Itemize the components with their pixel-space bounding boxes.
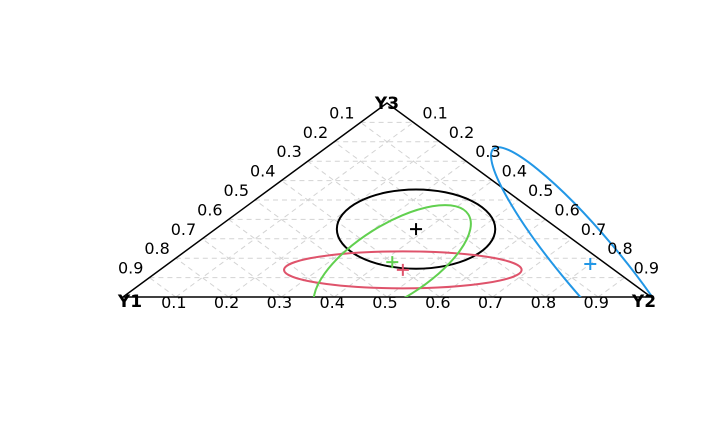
right-tick-label: 0.4 (502, 162, 527, 181)
grid-line (175, 257, 229, 298)
left-tick-label: 0.7 (171, 220, 196, 239)
grid-line (175, 121, 414, 298)
vertex-label-y1: Y1 (117, 292, 142, 312)
bottom-tick-label: 0.6 (425, 293, 450, 312)
bottom-tick-label: 0.2 (214, 293, 239, 312)
tick-labels: 0.10.90.10.20.80.20.30.70.30.40.60.40.50… (117, 94, 659, 312)
left-tick-label: 0.9 (118, 259, 143, 278)
bottom-tick-label: 0.4 (319, 293, 344, 312)
right-tick-label: 0.8 (607, 239, 632, 258)
grid-lines (149, 121, 625, 298)
right-tick-label: 0.5 (528, 181, 553, 200)
triangle-outline (120, 102, 654, 298)
grid-line (228, 218, 335, 298)
left-tick-label: 0.4 (250, 162, 275, 181)
grid-line (201, 238, 282, 298)
center-marker-4 (584, 258, 597, 271)
grid-line (149, 277, 177, 298)
grid-line (254, 199, 388, 298)
confidence-ellipse-3 (312, 204, 472, 297)
grid-line (492, 238, 573, 298)
grid-line (228, 141, 441, 298)
right-tick-label: 0.7 (581, 220, 606, 239)
left-tick-label: 0.1 (329, 103, 354, 122)
bottom-tick-label: 0.9 (583, 293, 608, 312)
grid-line (333, 141, 546, 298)
triangle-axes (120, 102, 654, 298)
series-layer (283, 146, 691, 297)
left-tick-label: 0.5 (224, 181, 249, 200)
vertex-label-y3: Y3 (374, 94, 399, 114)
bottom-tick-label: 0.1 (161, 293, 186, 312)
center-marker-3 (386, 256, 399, 269)
left-tick-label: 0.8 (144, 239, 169, 258)
grid-line (281, 180, 441, 298)
bottom-tick-label: 0.7 (478, 293, 503, 312)
grid-line (281, 160, 467, 298)
confidence-ellipse-4 (490, 146, 691, 297)
vertex-label-y2: Y2 (631, 292, 656, 312)
left-tick-label: 0.6 (197, 200, 222, 219)
confidence-ellipse-2 (283, 250, 523, 290)
right-tick-label: 0.9 (634, 259, 659, 278)
center-marker-1 (410, 223, 423, 236)
left-tick-label: 0.2 (303, 123, 328, 142)
grid-line (597, 277, 625, 298)
right-tick-label: 0.3 (475, 142, 500, 161)
grid-line (386, 199, 520, 298)
grid-line (307, 160, 493, 298)
bottom-tick-label: 0.3 (267, 293, 292, 312)
grid-line (360, 121, 599, 298)
bottom-tick-label: 0.8 (531, 293, 556, 312)
right-tick-label: 0.2 (449, 123, 474, 142)
confidence-ellipse-1 (335, 188, 497, 270)
bottom-tick-label: 0.5 (372, 293, 397, 312)
center-marker-2 (396, 263, 409, 276)
left-tick-label: 0.3 (276, 142, 301, 161)
right-tick-label: 0.1 (422, 103, 447, 122)
right-tick-label: 0.6 (554, 200, 579, 219)
